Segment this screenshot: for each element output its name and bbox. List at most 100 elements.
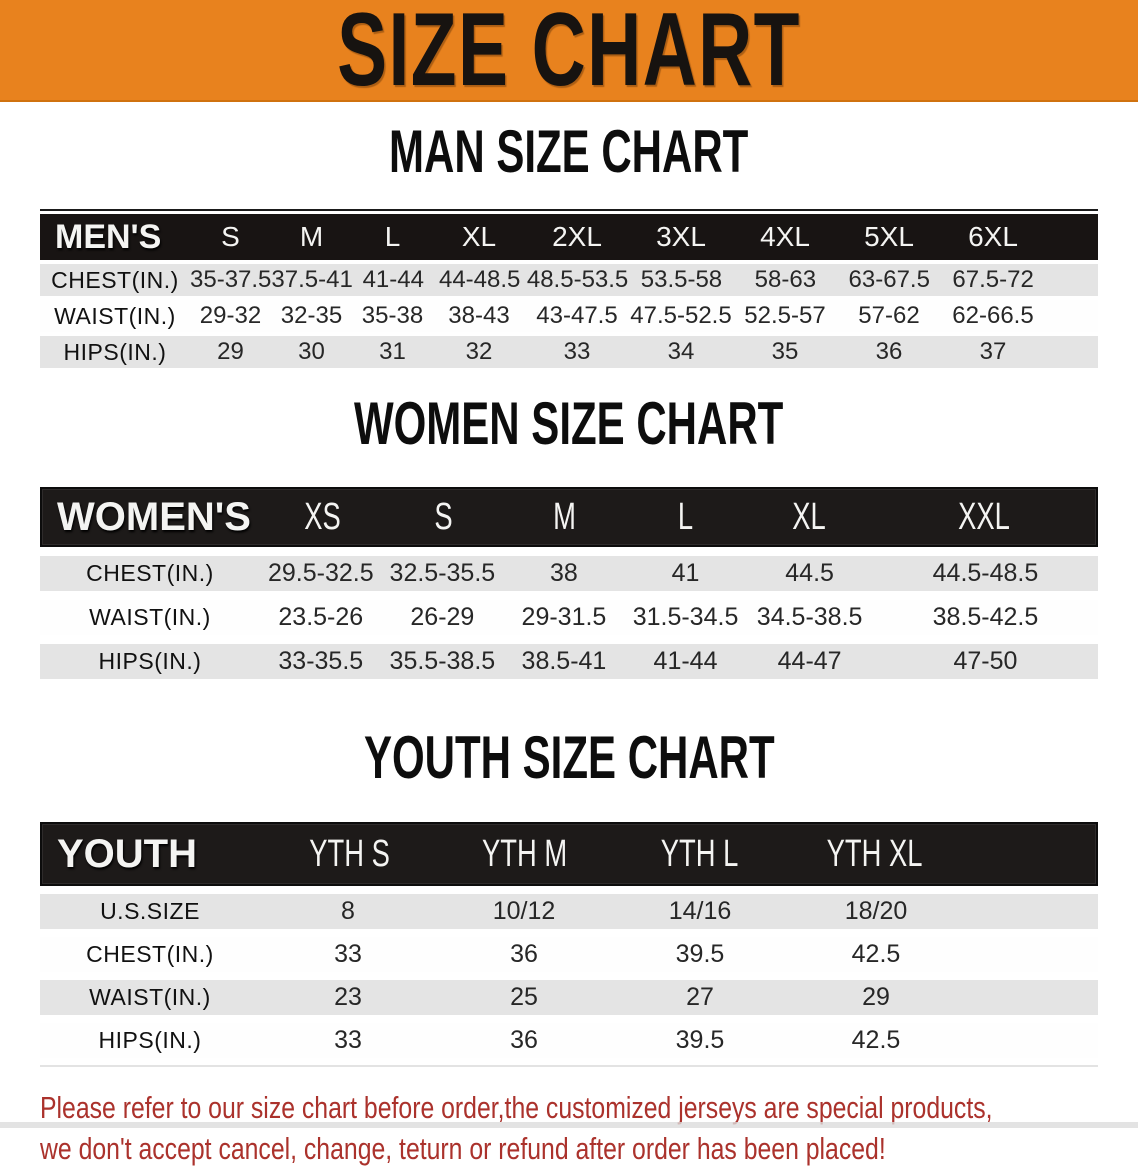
value-cell: 29.5-32.5 xyxy=(267,559,374,587)
table-row: WAIST(IN.) 29-32 32-35 35-38 38-43 43-47.5 47.… xyxy=(40,300,1098,332)
value-cell: 35 xyxy=(771,338,799,365)
table-row: CHEST(IN.) 35-37.5 37.5-41 41-44 44-48.5 48.5… xyxy=(40,264,1098,296)
value-cell: 37.5-41 xyxy=(271,266,353,293)
value-cell: 52.5-57 xyxy=(744,302,826,329)
header-size-cell: 6XL xyxy=(968,221,1018,252)
row-label: HIPS(IN.) xyxy=(98,648,202,674)
value-cell: 32.5-35.5 xyxy=(389,559,496,587)
value-cell: 27 xyxy=(686,983,714,1011)
value-cell: 32-35 xyxy=(280,302,343,329)
table-row: U.S.SIZE 8 10/12 14/16 18/20 xyxy=(40,894,1098,929)
section-heading: MAN SIZE CHART xyxy=(389,118,749,185)
size-table-mens: MEN'S S M L XL 2XL 3XL 4XL 5XL 6XL CHEST(IN.) 35-37… xyxy=(40,209,1098,368)
value-cell: 31 xyxy=(379,338,406,365)
bottom-edge-strip xyxy=(0,1122,1138,1128)
disclaimer-line-2: we don't accept cancel, change, teturn o… xyxy=(40,1131,886,1166)
header-size-cell: 3XL xyxy=(656,221,706,252)
value-cell: 35.5-38.5 xyxy=(389,647,496,675)
value-cell: 33 xyxy=(334,1026,362,1054)
value-cell: 34 xyxy=(667,338,695,365)
size-table-youth: YOUTH YTH S YTH M YTH L YTH XL U.S.SIZE 8 10/12… xyxy=(40,822,1098,1067)
value-cell: 39.5 xyxy=(675,1026,725,1054)
header-size-cell: XS xyxy=(304,495,341,538)
value-cell: 43-47.5 xyxy=(536,302,618,329)
value-cell: 36 xyxy=(510,1026,538,1054)
value-cell: 36 xyxy=(510,940,538,968)
header-size-cell: YTH S xyxy=(309,832,390,875)
header-size-cell: 2XL xyxy=(552,221,602,252)
header-size-cell: YTH L xyxy=(661,832,739,875)
value-cell: 30 xyxy=(298,338,325,365)
value-cell: 41 xyxy=(671,559,700,587)
value-cell: 58-63 xyxy=(754,266,817,293)
section-mens: MAN SIZE CHART MEN'S S M L XL 2XL 3XL 4XL 5XL 6XL C… xyxy=(0,118,1138,368)
value-cell: 63-67.5 xyxy=(848,266,930,293)
row-label: WAIST(IN.) xyxy=(54,302,176,329)
value-cell: 14/16 xyxy=(668,897,732,925)
section-heading-wrap: WOMEN SIZE CHART xyxy=(0,394,1138,466)
size-table-womens: WOMEN'S XS S M L XL XXL CHEST(IN.) 29.5-32.5 32.5… xyxy=(40,487,1098,679)
header-size-cell: L xyxy=(384,221,401,252)
section-heading-wrap: MAN SIZE CHART xyxy=(0,118,1138,194)
header-size-cell: 4XL xyxy=(760,221,810,252)
value-cell: 29-31.5 xyxy=(521,603,607,631)
row-label: CHEST(IN.) xyxy=(51,266,179,293)
value-cell: 18/20 xyxy=(844,897,908,925)
header-size-cell: 5XL xyxy=(864,221,914,252)
value-cell: 23.5-26 xyxy=(278,603,364,631)
section-womens: WOMEN SIZE CHART WOMEN'S XS S M L XL XXL CHEST(I… xyxy=(0,394,1138,679)
value-cell: 33-35.5 xyxy=(278,647,364,675)
table-row: HIPS(IN.) 29 30 31 32 33 34 35 36 37 xyxy=(40,336,1098,368)
table-header-row: WOMEN'S XS S M L XL XXL xyxy=(40,487,1098,547)
value-cell: 38.5-41 xyxy=(521,647,607,675)
section-youth: YOUTH SIZE CHART YOUTH YTH S YTH M YTH L YTH … xyxy=(0,724,1138,1067)
value-cell: 23 xyxy=(334,983,362,1011)
value-cell: 33 xyxy=(334,940,362,968)
value-cell: 29 xyxy=(862,983,890,1011)
value-cell: 29 xyxy=(217,338,244,365)
value-cell: 10/12 xyxy=(492,897,556,925)
value-cell: 44.5-48.5 xyxy=(932,559,1039,587)
value-cell: 38-43 xyxy=(448,302,510,329)
value-cell: 42.5 xyxy=(851,1026,901,1054)
value-cell: 57-62 xyxy=(858,302,920,329)
value-cell: 41-44 xyxy=(653,647,718,675)
table-row: CHEST(IN.) 29.5-32.5 32.5-35.5 38 41 44.5 44.5… xyxy=(40,556,1098,591)
value-cell: 38.5-42.5 xyxy=(932,603,1039,631)
header-size-cell: M xyxy=(299,221,324,252)
table-header-label: YOUTH xyxy=(57,831,197,876)
disclaimer-line-1: Please refer to our size chart before or… xyxy=(40,1090,993,1125)
header-size-cell: XL xyxy=(792,495,826,538)
page-title: SIZE CHART xyxy=(337,0,801,108)
table-row: CHEST(IN.) 33 36 39.5 42.5 xyxy=(40,937,1098,972)
header-size-cell: XXL xyxy=(958,495,1010,538)
row-label: WAIST(IN.) xyxy=(89,604,211,630)
value-cell: 31.5-34.5 xyxy=(632,603,739,631)
row-label: HIPS(IN.) xyxy=(98,1027,202,1053)
value-cell: 26-29 xyxy=(410,603,475,631)
value-cell: 44.5 xyxy=(785,559,834,587)
table-header-label: WOMEN'S xyxy=(57,494,251,539)
value-cell: 37 xyxy=(979,338,1007,365)
value-cell: 67.5-72 xyxy=(952,266,1034,293)
header-size-cell: YTH M xyxy=(482,832,568,875)
row-label: CHEST(IN.) xyxy=(86,941,214,967)
header-size-cell: YTH XL xyxy=(827,832,923,875)
row-label: CHEST(IN.) xyxy=(86,560,214,586)
value-cell: 36 xyxy=(875,338,903,365)
value-cell: 53.5-58 xyxy=(640,266,723,293)
section-heading: YOUTH SIZE CHART xyxy=(363,724,775,791)
value-cell: 42.5 xyxy=(851,940,901,968)
section-heading-wrap: YOUTH SIZE CHART xyxy=(0,724,1138,800)
table-header-row: YOUTH YTH S YTH M YTH L YTH XL xyxy=(40,822,1098,886)
row-label: HIPS(IN.) xyxy=(63,338,167,365)
value-cell: 35-37.5 xyxy=(190,266,272,293)
value-cell: 39.5 xyxy=(675,940,725,968)
table-row: HIPS(IN.) 33 36 39.5 42.5 xyxy=(40,1023,1098,1058)
value-cell: 62-66.5 xyxy=(952,302,1034,329)
value-cell: 47.5-52.5 xyxy=(630,302,732,329)
size-chart-sections: MAN SIZE CHART MEN'S S M L XL 2XL 3XL 4XL 5XL 6XL C… xyxy=(0,118,1138,1067)
row-label: WAIST(IN.) xyxy=(89,984,211,1010)
table-row: WAIST(IN.) 23 25 27 29 xyxy=(40,980,1098,1015)
table-row: WAIST(IN.) 23.5-26 26-29 29-31.5 31.5-34.5 34… xyxy=(40,600,1098,635)
